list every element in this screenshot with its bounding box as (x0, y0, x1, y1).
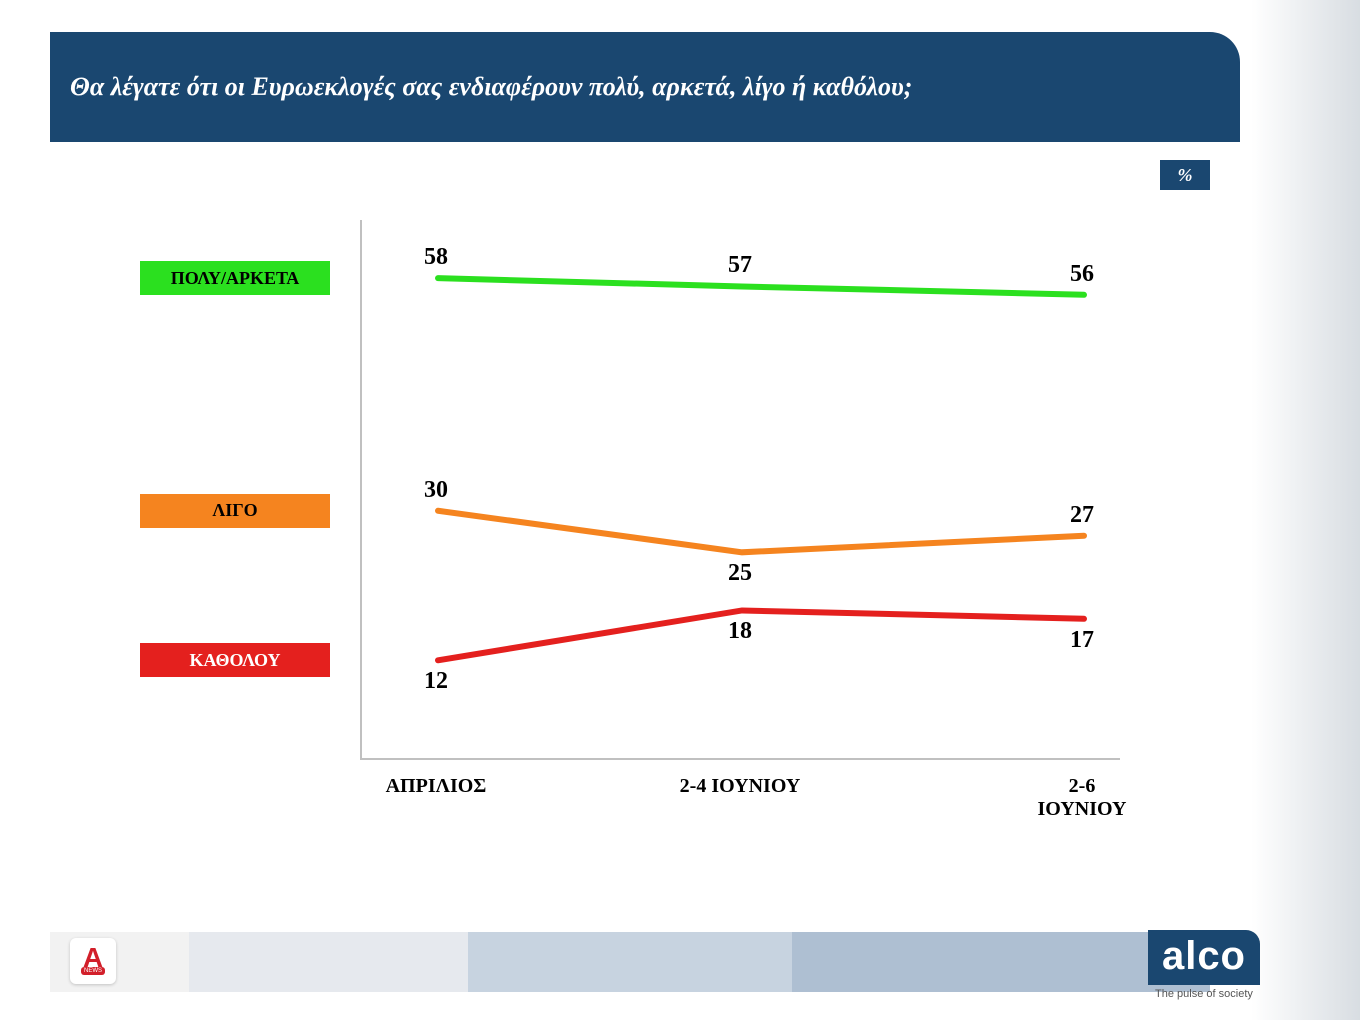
data-point-label: 25 (728, 560, 752, 587)
data-point-label: 17 (1070, 627, 1094, 654)
title-bar: Θα λέγατε ότι οι Ευρωεκλογές σας ενδιαφέ… (50, 32, 1210, 142)
x-axis-label: 2-6 ΙΟΥΝΙΟΥ (1038, 775, 1127, 821)
alpha-logo-letter: A (83, 947, 103, 969)
percent-badge: % (1160, 160, 1210, 190)
data-point-label: 12 (424, 668, 448, 695)
alco-logo-block: alco The pulse of society (1148, 930, 1260, 1000)
series-line (438, 511, 1084, 553)
title-corner-decoration (1210, 32, 1240, 142)
alco-logo: alco (1148, 930, 1260, 985)
x-axis-label: ΑΠΡΙΛΙΟΣ (386, 775, 487, 798)
data-point-label: 18 (728, 618, 752, 645)
alco-tagline: The pulse of society (1148, 988, 1260, 1000)
data-point-label: 27 (1070, 502, 1094, 529)
footer-segment (189, 932, 467, 992)
data-point-label: 57 (728, 252, 752, 279)
legend-item: ΠΟΛΥ/ΑΡΚΕΤΑ (140, 261, 330, 295)
series-line (438, 278, 1084, 295)
data-point-label: 30 (424, 477, 448, 504)
legend-item: ΛΙΓΟ (140, 494, 330, 528)
plot-area (360, 220, 1120, 760)
title-text: Θα λέγατε ότι οι Ευρωεκλογές σας ενδιαφέ… (70, 72, 912, 102)
footer-decoration-bar (50, 932, 1210, 992)
alpha-news-logo: A NEWS (70, 938, 116, 984)
legend-item: ΚΑΘΟΛΟΥ (140, 643, 330, 677)
footer-segment (468, 932, 793, 992)
series-line (438, 610, 1084, 660)
x-axis-label: 2-4 ΙΟΥΝΙΟΥ (680, 775, 801, 798)
data-point-label: 56 (1070, 261, 1094, 288)
chart-lines-svg (362, 220, 1122, 760)
line-chart: ΑΠΡΙΛΙΟΣ2-4 ΙΟΥΝΙΟΥ2-6 ΙΟΥΝΙΟΥΠΟΛΥ/ΑΡΚΕΤ… (180, 220, 1140, 780)
alpha-logo-sub: NEWS (81, 967, 105, 975)
data-point-label: 58 (424, 244, 448, 271)
